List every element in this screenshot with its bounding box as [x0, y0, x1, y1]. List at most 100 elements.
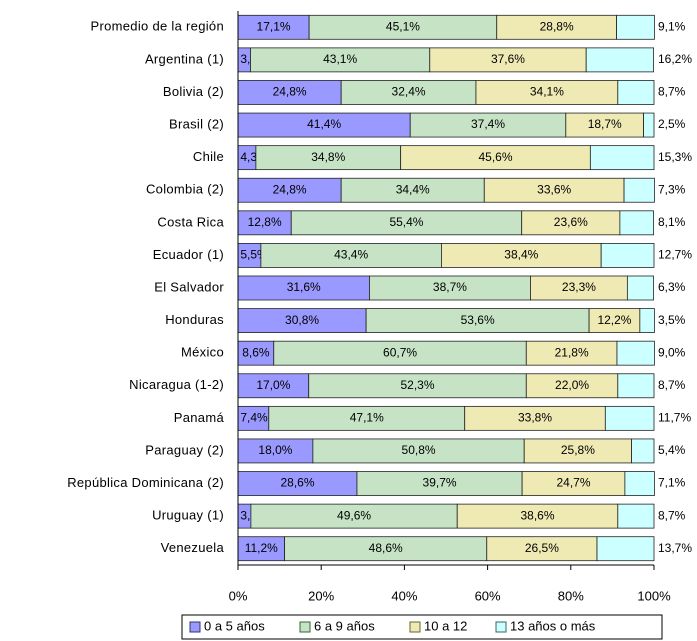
y-tick-label: Colombia (2)	[146, 182, 224, 197]
bar-segment	[530, 275, 628, 301]
bar-segment	[624, 471, 655, 496]
data-label: 25,8%	[561, 443, 595, 457]
y-tick-label: Nicaragua (1-2)	[129, 377, 224, 392]
bar-segment	[588, 308, 641, 333]
bar-segment	[631, 438, 655, 464]
data-label: 23,3%	[562, 280, 596, 294]
data-label: 18,7%	[588, 117, 622, 131]
bar-segment	[250, 47, 431, 73]
data-label: 43,4%	[334, 248, 368, 262]
bar-segment	[616, 340, 655, 366]
data-label: 38,4%	[504, 248, 538, 262]
bar-segment	[268, 405, 466, 431]
data-label: 32,4%	[392, 85, 426, 99]
data-label: 33,8%	[518, 411, 552, 425]
bar-segment	[409, 112, 567, 138]
bar-segment	[369, 275, 531, 301]
data-label: 23,6%	[554, 215, 588, 229]
bar-segment	[619, 210, 654, 236]
data-label: 6,3%	[658, 280, 686, 294]
data-label: 9,0%	[658, 345, 686, 359]
data-label: 16,2%	[658, 52, 692, 66]
data-label: 12,7%	[658, 248, 692, 262]
bar-segment	[486, 536, 598, 562]
y-tick-label: Paraguay (2)	[145, 442, 224, 457]
bar-segment	[585, 47, 654, 73]
data-label: 7,1%	[658, 476, 686, 490]
data-label: 38,6%	[521, 508, 555, 522]
bar-segment	[525, 340, 618, 366]
data-label: 41,4%	[307, 117, 341, 131]
data-label: 45,1%	[386, 19, 420, 33]
bar-segment	[589, 145, 655, 171]
data-label: 22,0%	[555, 378, 589, 392]
data-label: 24,8%	[273, 182, 307, 196]
bar-segment	[565, 112, 644, 138]
data-label: 2,5%	[658, 117, 686, 131]
bar-segment	[237, 536, 285, 562]
bar-segment	[237, 112, 411, 138]
bar-segment	[483, 177, 625, 203]
bar-segment	[441, 243, 602, 268]
legend-label: 0 a 5 años	[204, 618, 265, 633]
x-tick-label: 80%	[558, 588, 584, 603]
bar-segment	[617, 503, 655, 529]
legend-box	[181, 614, 663, 640]
data-label: 5,4%	[658, 443, 686, 457]
bar-segment	[429, 47, 587, 73]
y-tick-label: Bolivia (2)	[163, 84, 224, 99]
bar-segment	[639, 308, 655, 333]
data-label: 8,7%	[658, 85, 686, 99]
y-tick-label: República Dominicana (2)	[67, 475, 224, 490]
data-label: 8,7%	[658, 508, 686, 522]
legend-label: 6 a 9 años	[314, 618, 375, 633]
bar-segment	[308, 14, 498, 40]
data-label: 55,4%	[389, 215, 423, 229]
legend-swatch	[495, 621, 507, 633]
bar-segment	[237, 210, 292, 236]
y-tick-label: Promedio de la región	[91, 19, 225, 34]
bar-segment	[237, 14, 310, 40]
bar-segment	[623, 177, 655, 203]
bar-segment	[237, 438, 314, 464]
bar-segment	[260, 243, 442, 268]
bar-segment	[626, 275, 654, 301]
bar-segment	[237, 308, 367, 333]
bar-segment	[308, 373, 527, 399]
data-label: 8,7%	[658, 378, 686, 392]
data-label: 7,3%	[658, 182, 686, 196]
legend-label: 10 a 12	[424, 618, 467, 633]
data-label: 24,7%	[556, 476, 590, 490]
data-label: 31,6%	[287, 280, 321, 294]
bar-segment	[475, 80, 619, 105]
bar-segment	[617, 80, 655, 105]
data-label: 28,8%	[540, 19, 574, 33]
data-label: 9,1%	[658, 19, 686, 33]
bar-segment	[237, 80, 342, 105]
x-tick-label: 40%	[391, 588, 417, 603]
data-label: 17,1%	[257, 19, 291, 33]
bar-segment	[600, 243, 655, 268]
bar-segment	[250, 503, 458, 529]
data-label: 17,0%	[256, 378, 290, 392]
data-label: 21,8%	[555, 345, 589, 359]
y-tick-label: Ecuador (1)	[153, 247, 224, 262]
data-label: 7,4%	[240, 411, 268, 425]
data-label: 26,5%	[525, 541, 559, 555]
y-tick-label: Argentina (1)	[145, 51, 224, 66]
legend-swatch	[409, 621, 421, 633]
bar-segment	[340, 80, 477, 105]
data-label: 52,3%	[400, 378, 434, 392]
data-label: 34,8%	[311, 150, 345, 164]
x-tick-label: 20%	[308, 588, 334, 603]
data-label: 37,6%	[491, 52, 525, 66]
data-label: 45,6%	[478, 150, 512, 164]
y-tick-label: Brasil (2)	[169, 116, 224, 131]
y-tick-label: Panamá	[174, 410, 225, 425]
data-label: 50,8%	[402, 443, 436, 457]
data-label: 8,6%	[242, 345, 270, 359]
bar-segment	[340, 177, 485, 203]
data-label: 24,8%	[273, 85, 307, 99]
bar-segment	[617, 373, 655, 399]
